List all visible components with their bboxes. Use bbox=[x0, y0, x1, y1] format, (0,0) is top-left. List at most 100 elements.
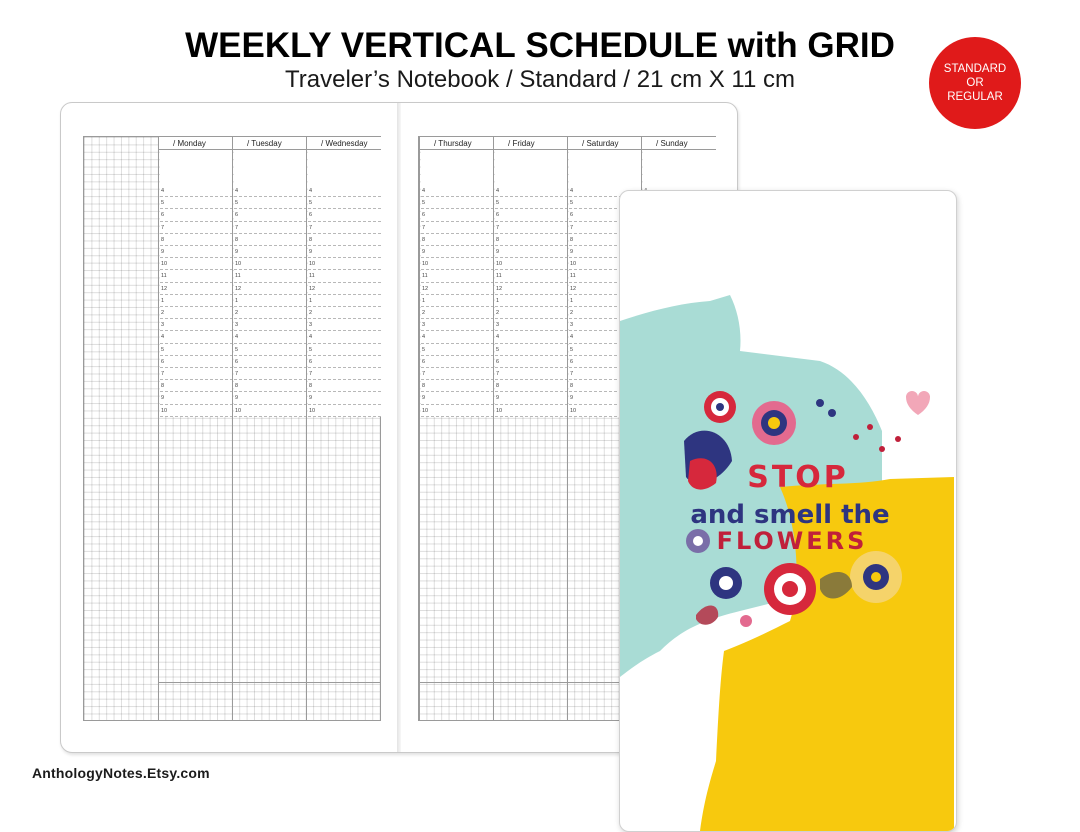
hour-slot: 4 bbox=[160, 331, 233, 344]
hour-slot: 5 bbox=[160, 344, 233, 356]
hour-slot: 9 bbox=[308, 246, 381, 259]
hour-slot: 6 bbox=[569, 356, 642, 368]
hour-slot: 7 bbox=[495, 368, 568, 381]
hour-slot: 4 bbox=[421, 185, 494, 198]
hour-slot: 5 bbox=[234, 344, 307, 356]
hour-slot: 6 bbox=[234, 356, 307, 368]
hour-slot: 6 bbox=[160, 209, 233, 222]
hour-slot: 9 bbox=[495, 246, 568, 259]
hour-slot: 7 bbox=[234, 222, 307, 234]
hour-slot: 7 bbox=[308, 368, 381, 381]
hour-slot: 2 bbox=[234, 307, 307, 320]
hour-slot: 4 bbox=[495, 185, 568, 198]
hour-slot: 6 bbox=[234, 209, 307, 222]
hour-slot: 2 bbox=[495, 307, 568, 320]
hour-slot: 6 bbox=[421, 209, 494, 222]
hour-slot: 8 bbox=[308, 380, 381, 393]
hour-slot: 11 bbox=[308, 270, 381, 283]
hour-slot: 6 bbox=[495, 356, 568, 368]
hour-slot: 8 bbox=[308, 234, 381, 246]
hour-slot: 7 bbox=[421, 222, 494, 234]
notebook-gutter bbox=[397, 103, 401, 752]
hour-slot: 12 bbox=[495, 283, 568, 295]
hour-slot: 9 bbox=[495, 392, 568, 405]
notes-divider bbox=[158, 682, 380, 683]
hour-slot: 5 bbox=[160, 197, 233, 210]
hour-slot: 9 bbox=[421, 392, 494, 405]
day-column: / Monday 4 5 6 7 8 9 10 11 12 1 2 3 4 5 6 7 8 9 10 bbox=[158, 137, 233, 720]
hour-slot: 9 bbox=[234, 246, 307, 259]
hour-slot: 9 bbox=[308, 392, 381, 405]
hour-slot: 8 bbox=[160, 380, 233, 393]
hour-slot: 4 bbox=[421, 331, 494, 344]
hour-slot: 11 bbox=[421, 270, 494, 283]
shop-brand: AnthologyNotes.Etsy.com bbox=[32, 765, 210, 781]
title-bold: WEEKLY VERTICAL bbox=[185, 26, 516, 65]
hour-slot: 6 bbox=[495, 209, 568, 222]
day-column: / Tuesday 4 5 6 7 8 9 10 11 12 1 2 3 4 5 6 7 8 9 10 bbox=[232, 137, 307, 720]
cover-artwork: STOP and smell the FLOWERS bbox=[620, 295, 954, 831]
hour-slot: 1 bbox=[234, 295, 307, 307]
hour-slot: 12 bbox=[308, 283, 381, 295]
hour-slot: 6 bbox=[421, 356, 494, 368]
size-badge: STANDARD OR REGULAR bbox=[929, 37, 1021, 129]
hour-slot: 5 bbox=[495, 344, 568, 356]
hour-slot: 3 bbox=[495, 319, 568, 332]
left-page: / Monday 4 5 6 7 8 9 10 11 12 1 2 3 4 5 6 7 8 9 10/ Tuesday… bbox=[83, 136, 381, 721]
hour-slot: 9 bbox=[234, 392, 307, 405]
hour-slot: 2 bbox=[160, 307, 233, 320]
hour-slot: 11 bbox=[569, 270, 642, 283]
hour-slot: 4 bbox=[569, 185, 642, 198]
hour-slot: 12 bbox=[569, 283, 642, 295]
hour-slot: 8 bbox=[495, 380, 568, 393]
hour-slot: 10 bbox=[308, 405, 381, 417]
hour-slot: 9 bbox=[569, 246, 642, 259]
cover-insert: STOP and smell the FLOWERS bbox=[619, 190, 957, 832]
hour-slot: 7 bbox=[421, 368, 494, 381]
hour-slot: 10 bbox=[308, 258, 381, 271]
art-text-smell: and smell the bbox=[690, 500, 889, 530]
hour-slot: 7 bbox=[234, 368, 307, 381]
hour-slot: 12 bbox=[160, 283, 233, 295]
hour-slot: 5 bbox=[495, 197, 568, 210]
hour-slot: 6 bbox=[308, 209, 381, 222]
hour-slot: 8 bbox=[234, 380, 307, 393]
hour-slot: 6 bbox=[308, 356, 381, 368]
hour-slot: 1 bbox=[569, 295, 642, 307]
hour-slot: 4 bbox=[569, 331, 642, 344]
hour-slot: 10 bbox=[234, 258, 307, 271]
hour-slot: 12 bbox=[421, 283, 494, 295]
hour-slot: 8 bbox=[569, 380, 642, 393]
hour-slot: 4 bbox=[160, 185, 233, 198]
hour-slot: 3 bbox=[569, 319, 642, 332]
page-subtitle: Traveler’s Notebook / Standard / 21 cm X… bbox=[284, 66, 795, 93]
art-text-stop: STOP bbox=[747, 460, 849, 495]
hour-slot: 10 bbox=[495, 258, 568, 271]
flower-cluster bbox=[684, 391, 930, 627]
hour-slot: 6 bbox=[160, 356, 233, 368]
hour-slot: 10 bbox=[421, 258, 494, 271]
art-text-flowers: FLOWERS bbox=[717, 527, 868, 555]
badge-line-3: REGULAR bbox=[947, 91, 1003, 103]
day-header: / Wednesday bbox=[307, 137, 381, 150]
day-column: / Wednesday 4 5 6 7 8 9 10 11 12 1 2 3 4 5 6 7 8 9 10 bbox=[306, 137, 381, 720]
hour-slot: 3 bbox=[160, 319, 233, 332]
hour-slot: 10 bbox=[495, 405, 568, 417]
hour-slot: 11 bbox=[234, 270, 307, 283]
hour-slot: 10 bbox=[160, 258, 233, 271]
day-column: / Friday 4 5 6 7 8 9 10 11 12 1 2 3 4 5 6 7 8 9 10 bbox=[493, 137, 568, 720]
hour-slot: 8 bbox=[421, 234, 494, 246]
hour-slot: 1 bbox=[495, 295, 568, 307]
day-header: / Saturday bbox=[568, 137, 642, 150]
hour-slot: 7 bbox=[160, 222, 233, 234]
hour-slot: 7 bbox=[495, 222, 568, 234]
hour-slot: 6 bbox=[569, 209, 642, 222]
badge-line-2: OR bbox=[966, 77, 984, 89]
hour-slot: 10 bbox=[569, 258, 642, 271]
hour-slot: 2 bbox=[421, 307, 494, 320]
